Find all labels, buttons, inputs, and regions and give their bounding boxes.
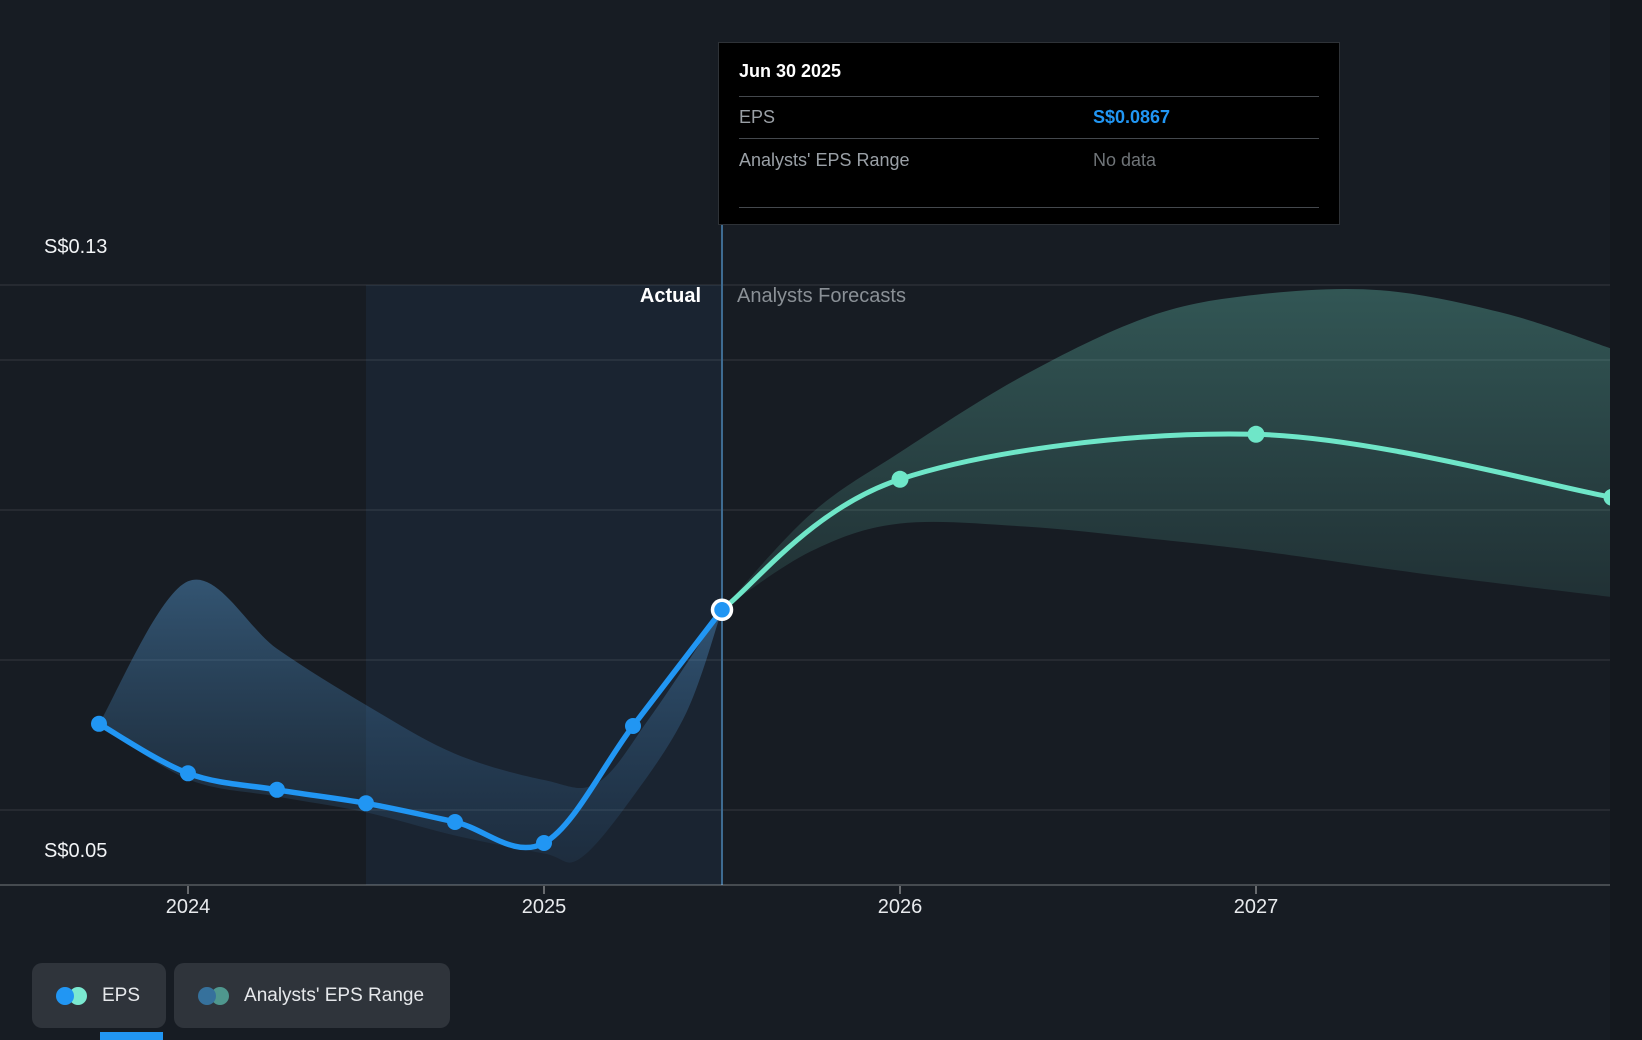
data-point[interactable] bbox=[447, 814, 463, 830]
data-point[interactable] bbox=[625, 718, 641, 734]
hover-tooltip: Jun 30 2025 EPS S$0.0867 Analysts' EPS R… bbox=[718, 42, 1340, 225]
y-axis-label-bottom: S$0.05 bbox=[44, 840, 108, 862]
bottom-accent-bar bbox=[100, 1032, 163, 1040]
x-tick-label-2025: 2025 bbox=[521, 896, 567, 918]
data-point[interactable] bbox=[1247, 425, 1265, 443]
data-point[interactable] bbox=[358, 795, 374, 812]
tooltip-row-eps: EPS S$0.0867 bbox=[739, 97, 1319, 139]
legend-range-label: Analysts' EPS Range bbox=[244, 984, 425, 1006]
tooltip-range-value: No data bbox=[1093, 149, 1157, 170]
tooltip-eps-value: S$0.0867 bbox=[1093, 107, 1171, 127]
tooltip-eps-label: EPS bbox=[739, 107, 776, 127]
data-point[interactable] bbox=[269, 781, 285, 798]
chart-legend: EPS Analysts' EPS Range bbox=[32, 963, 451, 1028]
x-tick-label-2024: 2024 bbox=[165, 896, 211, 918]
tooltip-row-range: Analysts' EPS Range No data bbox=[739, 139, 1319, 181]
range-legend-dots-icon bbox=[198, 986, 230, 1006]
tooltip-divider bbox=[739, 96, 1319, 97]
data-point[interactable] bbox=[180, 765, 196, 782]
analysts-range-band-forecast bbox=[722, 289, 1612, 610]
actual-phase-label: Actual bbox=[639, 285, 701, 307]
data-point[interactable] bbox=[891, 470, 909, 488]
legend-chip-eps[interactable]: EPS bbox=[32, 963, 167, 1028]
legend-chip-analysts-range[interactable]: Analysts' EPS Range bbox=[174, 963, 451, 1028]
eps-legend-dots-icon bbox=[56, 986, 88, 1006]
data-point[interactable] bbox=[91, 715, 107, 732]
tooltip-date: Jun 30 2025 bbox=[739, 61, 842, 81]
x-axis bbox=[0, 884, 1610, 894]
legend-eps-label: EPS bbox=[102, 984, 141, 1006]
right-margin-mask bbox=[1610, 0, 1642, 1040]
eps-forecast-line bbox=[719, 431, 1615, 613]
selected-data-point[interactable] bbox=[710, 598, 734, 622]
analysts-range-band-actual bbox=[99, 579, 722, 863]
forecast-phase-label: Analysts Forecasts bbox=[737, 285, 906, 307]
tooltip-bottom-divider bbox=[739, 207, 1319, 208]
data-point[interactable] bbox=[536, 835, 552, 851]
tooltip-range-label: Analysts' EPS Range bbox=[739, 149, 910, 170]
x-tick-label-2026: 2026 bbox=[877, 896, 923, 918]
x-tick-label-2027: 2027 bbox=[1233, 896, 1279, 918]
y-axis-label-top: S$0.13 bbox=[44, 236, 108, 258]
